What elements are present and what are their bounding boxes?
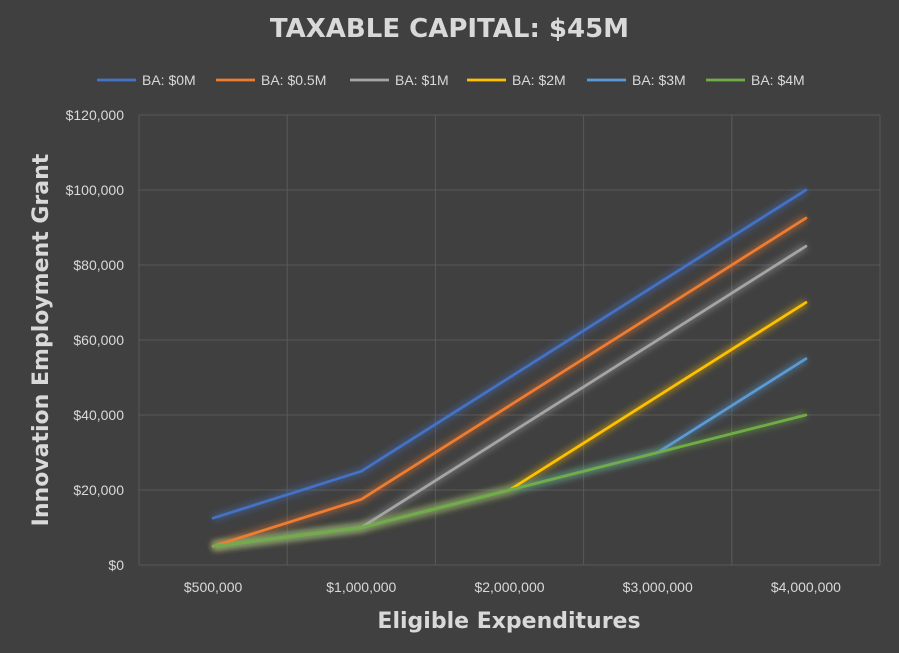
x-tick-labels: $500,000 $1,000,000 $2,000,000 $3,000,000 $4… — [184, 579, 841, 595]
series-line — [211, 301, 808, 548]
y-tick-label: $0 — [108, 557, 124, 573]
y-tick-label: $20,000 — [73, 482, 124, 498]
x-tick-label: $500,000 — [184, 579, 243, 595]
series-line — [211, 216, 808, 548]
chart-title: TAXABLE CAPITAL: $45M — [269, 14, 630, 44]
legend-label: BA: $1M — [395, 72, 449, 88]
legend-label: BA: $3M — [632, 72, 686, 88]
glow-layer — [212, 187, 808, 550]
legend-label: BA: $4M — [751, 72, 805, 88]
y-tick-label: $40,000 — [73, 407, 124, 423]
legend-label: BA: $0M — [142, 72, 196, 88]
y-tick-label: $120,000 — [66, 107, 125, 123]
series-line — [211, 413, 808, 548]
series-glow — [212, 187, 808, 522]
y-tick-label: $60,000 — [73, 332, 124, 348]
line-layer — [211, 188, 808, 548]
series-glow — [212, 215, 808, 550]
legend-label: BA: $0.5M — [261, 72, 326, 88]
x-tick-label: $3,000,000 — [623, 579, 693, 595]
series-line — [211, 244, 808, 548]
y-tick-label: $80,000 — [73, 257, 124, 273]
x-tick-label: $1,000,000 — [326, 579, 396, 595]
series-glow — [212, 299, 808, 550]
y-tick-label: $100,000 — [66, 182, 125, 198]
x-tick-label: $2,000,000 — [474, 579, 544, 595]
series-line — [211, 188, 808, 520]
legend-label: BA: $2M — [512, 72, 566, 88]
series-glow — [212, 243, 808, 550]
y-axis-title: Innovation Employment Grant — [29, 153, 54, 526]
x-tick-label: $4,000,000 — [771, 579, 841, 595]
legend: BA: $0M BA: $0.5M BA: $1M BA: $2M BA: $3M BA:… — [97, 72, 805, 88]
x-axis-title: Eligible Expenditures — [377, 609, 640, 634]
grid-layer — [138, 114, 881, 566]
y-tick-labels: $0 $20,000 $40,000 $60,000 $80,000 $100,000 $1… — [66, 107, 125, 573]
